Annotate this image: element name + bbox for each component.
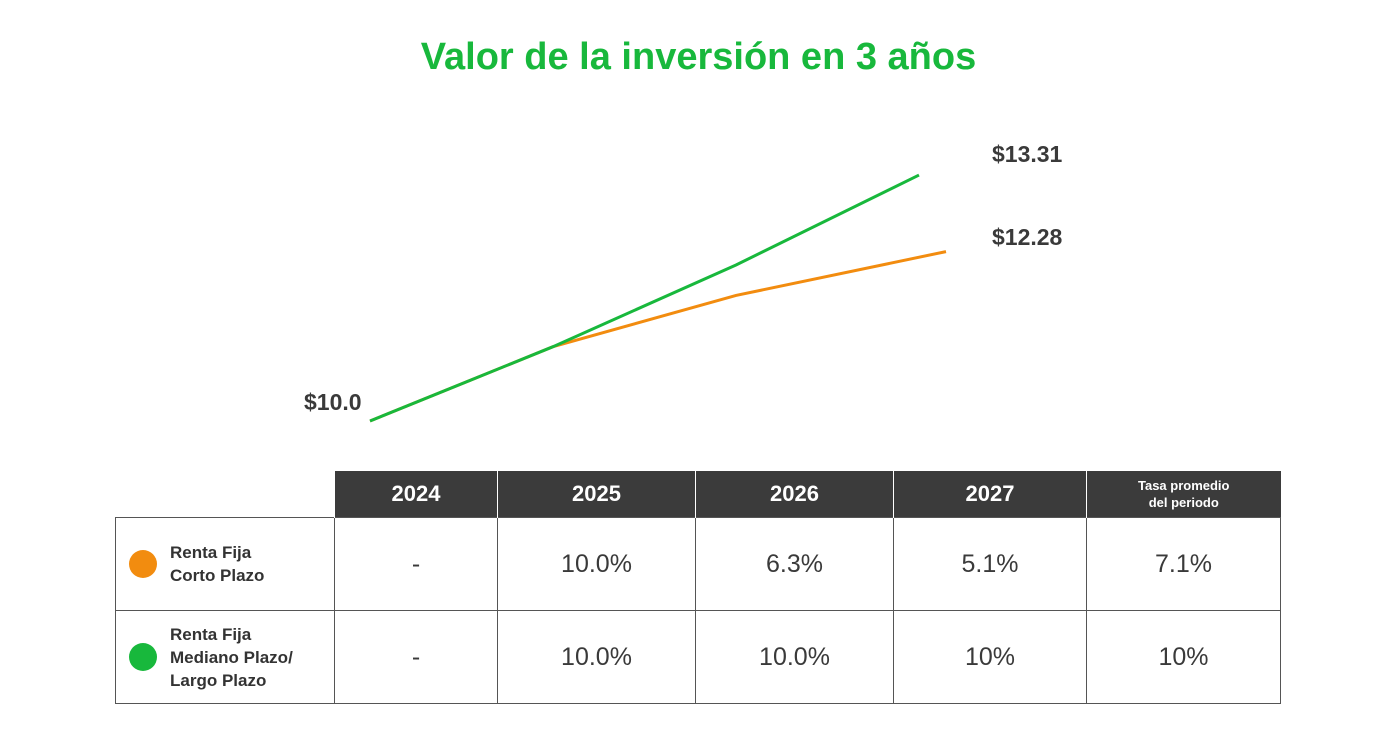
row-name: Renta Fija Corto Plazo — [170, 543, 265, 585]
table-header-row: 2024 2025 2026 2027 Tasa promedio del pe… — [116, 471, 1281, 518]
header-blank — [116, 471, 335, 518]
orange-dot-icon — [129, 550, 157, 578]
header-2027: 2027 — [893, 471, 1087, 518]
cell: 10.0% — [497, 610, 696, 704]
cell: 10.0% — [497, 517, 696, 611]
cell: 6.3% — [695, 517, 894, 611]
cell: 10% — [893, 610, 1087, 704]
cell: - — [334, 517, 498, 611]
green-dot-icon — [129, 643, 157, 671]
header-2025: 2025 — [497, 471, 696, 518]
chart-title: Valor de la inversión en 3 años — [420, 36, 977, 78]
line-chart: $10.0 $13.31 $12.28 — [304, 141, 1063, 423]
table-row: Renta Fija Mediano Plazo/ Largo Plazo - … — [115, 610, 1281, 704]
cell: - — [334, 610, 498, 704]
row-name: Renta Fija Mediano Plazo/ Largo Plazo — [170, 624, 293, 690]
data-label-orange-end: $12.28 — [992, 224, 1063, 250]
header-2024: 2024 — [334, 471, 498, 518]
header-2026: 2026 — [695, 471, 894, 518]
data-label-start: $10.0 — [304, 389, 362, 415]
row-header: Renta Fija Corto Plazo — [115, 517, 335, 611]
series-line-green — [369, 173, 920, 423]
cell: 7.1% — [1086, 517, 1281, 611]
table-row: Renta Fija Corto Plazo - 10.0% 6.3% 5.1%… — [115, 517, 1281, 611]
cell: 5.1% — [893, 517, 1087, 611]
header-average-rate: Tasa promedio del periodo — [1086, 471, 1281, 518]
series-line-orange — [369, 250, 947, 423]
row-header: Renta Fija Mediano Plazo/ Largo Plazo — [115, 610, 335, 704]
cell: 10% — [1086, 610, 1281, 704]
data-label-green-end: $13.31 — [992, 141, 1063, 167]
cell: 10.0% — [695, 610, 894, 704]
rates-table: 2024 2025 2026 2027 Tasa promedio del pe… — [115, 471, 1281, 704]
